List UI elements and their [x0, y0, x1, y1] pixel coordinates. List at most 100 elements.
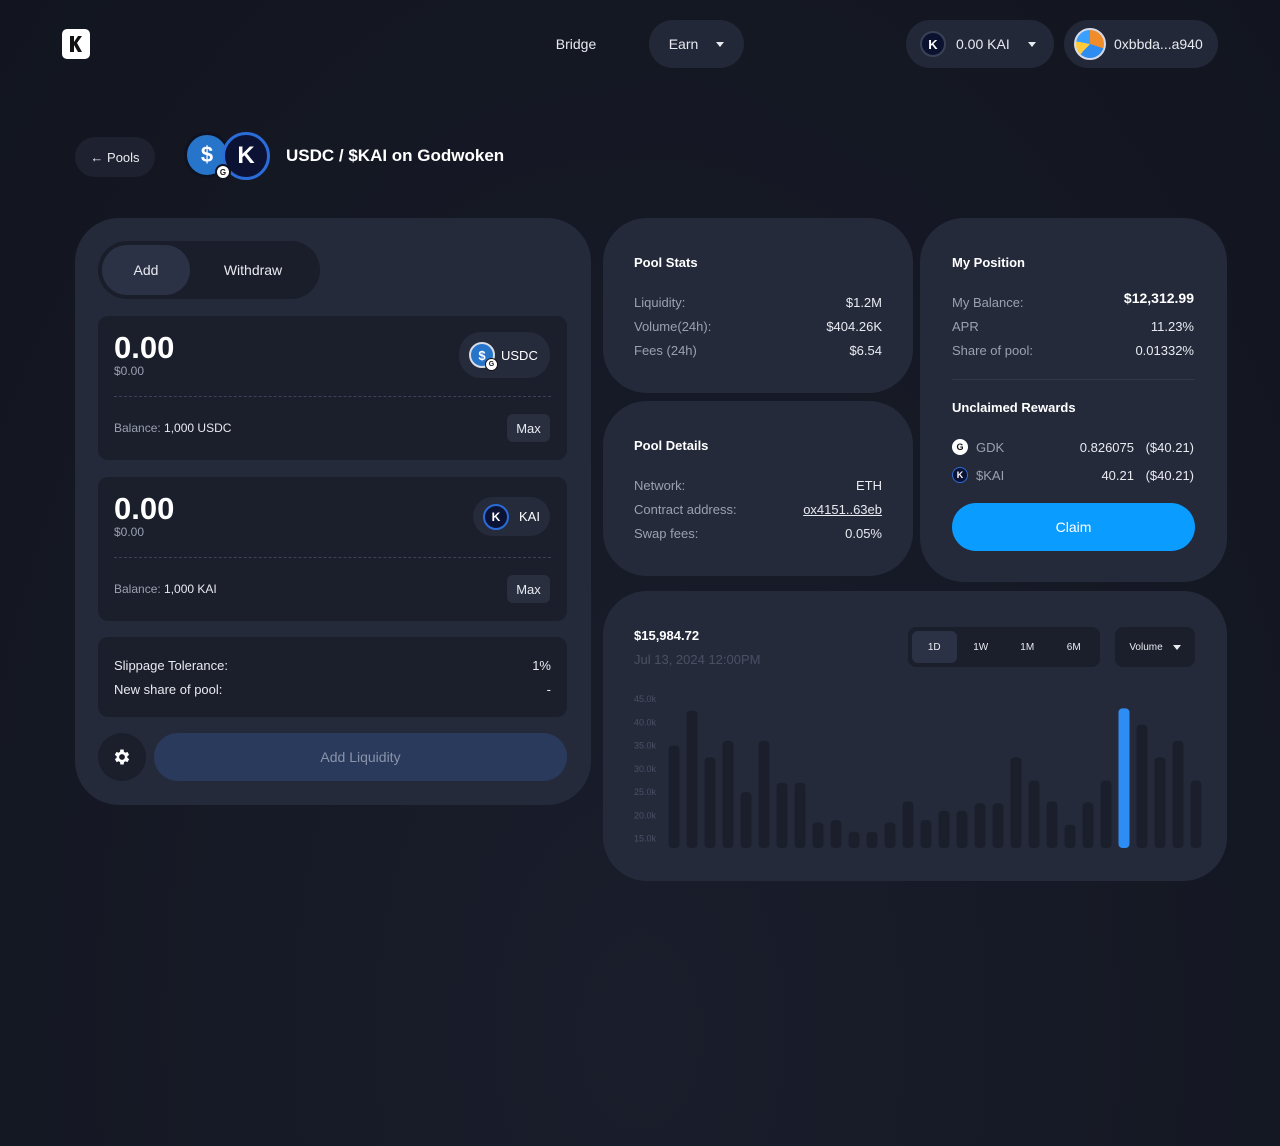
chart-bar[interactable] [740, 792, 752, 848]
chart-bar[interactable] [1172, 740, 1184, 848]
reward-amount: 0.826075 [1079, 440, 1134, 455]
metric-label: Volume [1129, 641, 1163, 653]
time-range-selector: 1D 1W 1M 6M [908, 627, 1100, 667]
contract-address-link[interactable]: ox4151..63eb [803, 502, 882, 517]
y-tick-label: 45.0k [634, 694, 657, 704]
usdc-token-icon: $ G [469, 342, 498, 371]
nav-bridge[interactable]: Bridge [555, 36, 597, 52]
pool-stats-card [603, 218, 913, 393]
usdc-max-button[interactable]: Max [507, 414, 550, 442]
usdc-symbol: USDC [501, 347, 538, 363]
back-label: ← Pools [90, 149, 140, 165]
range-1d[interactable]: 1D [912, 631, 957, 663]
nav-earn-dropdown[interactable]: Earn [649, 20, 744, 68]
stat-value: $404.26K [826, 319, 882, 334]
range-6m[interactable]: 6M [1066, 641, 1081, 653]
chart-date: Jul 13, 2024 12:00PM [634, 652, 761, 667]
chart-bar[interactable] [866, 831, 878, 848]
chart-bar[interactable] [758, 740, 770, 848]
chart-bar-selected[interactable] [1118, 708, 1130, 848]
tab-add[interactable]: Add [102, 245, 190, 295]
chart-bar[interactable] [1010, 757, 1022, 848]
chart-bar[interactable] [992, 803, 1004, 848]
wallet-address-button[interactable]: 0xbbda...a940 [1064, 20, 1218, 68]
chart-bar[interactable] [1046, 801, 1058, 848]
chart-bar[interactable] [686, 710, 698, 848]
chevron-down-icon [1172, 644, 1181, 650]
chart-bar[interactable] [884, 822, 896, 848]
divider [952, 379, 1195, 380]
chart-bar[interactable] [1136, 724, 1148, 848]
chart-bar[interactable] [1064, 824, 1076, 848]
kai-amount-box: 0.00 $0.00 K KAI Balance: 1,000 KAI Max [98, 477, 567, 621]
chart-bar[interactable] [974, 803, 986, 848]
chart-bar[interactable] [830, 820, 842, 848]
position-value: 0.01332% [1135, 343, 1194, 358]
position-label: Share of pool: [952, 343, 1033, 358]
chevron-down-icon [1027, 41, 1036, 47]
detail-label: Network: [634, 478, 686, 493]
new-share-label: New share of pool: [114, 682, 223, 697]
kai-token-selector[interactable]: K KAI [473, 497, 550, 536]
kai-token-icon: K [920, 31, 946, 57]
chart-bar[interactable] [1028, 780, 1040, 848]
back-to-pools-button[interactable]: ← Pools [75, 137, 155, 177]
balance-dropdown[interactable]: K 0.00 KAI [906, 20, 1054, 68]
usdc-token-selector[interactable]: $ G USDC [459, 332, 550, 378]
range-1w[interactable]: 1W [973, 641, 989, 653]
claim-button[interactable]: Claim [952, 503, 1195, 551]
chart-bar[interactable] [668, 745, 680, 848]
settings-button[interactable] [98, 733, 146, 781]
kai-balance-label: Balance: [114, 582, 161, 596]
chart-bar[interactable] [704, 757, 716, 848]
app-logo[interactable] [62, 29, 90, 59]
chart-bar[interactable] [812, 822, 824, 848]
pool-stats-title: Pool Stats [634, 255, 698, 270]
pool-details-title: Pool Details [634, 438, 709, 453]
chart-bar[interactable] [1082, 802, 1094, 848]
usdc-amount-input[interactable]: 0.00 [114, 330, 175, 365]
nav-earn-label: Earn [668, 36, 699, 52]
chart-bar[interactable] [956, 810, 968, 848]
gear-icon [114, 749, 130, 765]
metric-dropdown[interactable]: Volume [1115, 627, 1195, 667]
chart-bar[interactable] [722, 740, 734, 848]
kai-token-icon: K [952, 467, 968, 483]
tab-withdraw[interactable]: Withdraw [223, 262, 283, 278]
slippage-value: 1% [532, 658, 551, 673]
usdc-balance-value: 1,000 USDC [164, 421, 232, 435]
chart-bar[interactable] [938, 810, 950, 848]
pool-details-card [603, 401, 913, 576]
chart-bar[interactable] [848, 831, 860, 848]
reward-token: GDK [976, 440, 1005, 455]
range-1m[interactable]: 1M [1020, 641, 1035, 653]
y-tick-label: 25.0k [634, 787, 657, 797]
chart-bar[interactable] [776, 782, 788, 848]
stat-label: Volume(24h): [634, 319, 712, 334]
add-liquidity-button[interactable]: Add Liquidity [154, 733, 567, 781]
volume-bar-chart: 45.0k 40.0k 35.0k 30.0k 25.0k 20.0k 15.0k [634, 694, 1202, 848]
detail-label: Swap fees: [634, 526, 699, 541]
chart-bar[interactable] [920, 820, 932, 848]
slippage-summary: Slippage Tolerance: 1% New share of pool… [98, 637, 567, 717]
y-tick-label: 35.0k [634, 741, 657, 751]
avatar [1074, 28, 1106, 60]
chart-bar[interactable] [1100, 780, 1112, 848]
divider [114, 557, 551, 558]
usdc-amount-box: 0.00 $0.00 $ G USDC Balance: 1,000 USDC M… [98, 316, 567, 460]
pool-token-pair: $ K G [184, 132, 274, 182]
chart-bar[interactable] [902, 801, 914, 848]
kai-balance: Balance: 1,000 KAI [114, 582, 217, 596]
y-tick-label: 40.0k [634, 717, 657, 727]
chart-bar[interactable] [794, 782, 806, 848]
reward-usd: ($40.21) [1145, 440, 1194, 455]
logo-icon [70, 36, 82, 52]
kai-amount-usd: $0.00 [114, 525, 145, 539]
stat-value: $1.2M [845, 295, 882, 310]
chart-bar[interactable] [1154, 757, 1166, 848]
chart-bar[interactable] [1190, 780, 1202, 848]
kai-amount-input[interactable]: 0.00 [114, 491, 175, 526]
kai-max-button[interactable]: Max [507, 575, 550, 603]
slippage-label: Slippage Tolerance: [114, 658, 228, 673]
detail-value: 0.05% [845, 526, 882, 541]
